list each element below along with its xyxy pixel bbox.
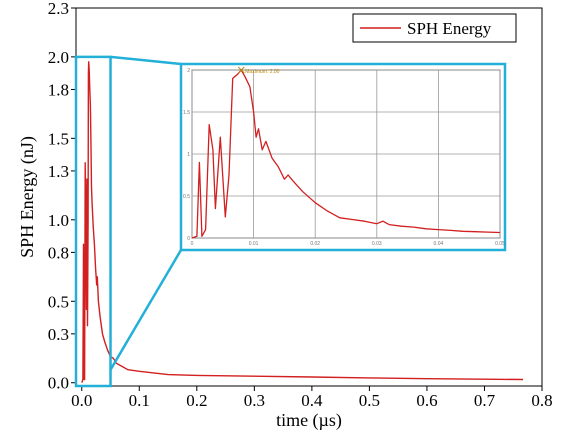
x-tick-label: 0.7	[474, 391, 496, 410]
x-tick-label: 0.4	[301, 391, 323, 410]
y-tick-label: 1.8	[48, 80, 69, 99]
zoom-connector-bottom	[109, 249, 183, 371]
inset-x-tick-label: 0.01	[249, 241, 259, 247]
x-axis-title: time (µs)	[276, 410, 342, 431]
y-tick-label: 1.3	[48, 162, 69, 181]
y-tick-label: 1.0	[48, 211, 69, 230]
zoom-connector-top	[110, 55, 182, 66]
inset-plot: 0 0.01 0.02 0.03 0.04 0.05 0 0.5 1 1.5 2 Maximum: …	[179, 62, 507, 252]
zoom-region-box	[74, 55, 112, 388]
inset-max-label: Maximum: 2.00	[245, 69, 279, 75]
y-tick-label: 1.5	[48, 129, 69, 148]
x-tick-label: 0.1	[129, 391, 150, 410]
x-tick-label: 0.2	[186, 391, 207, 410]
inset-x-tick-label: 0.05	[495, 241, 505, 247]
y-tick-label: 0.0	[48, 374, 69, 393]
inset-max-marker	[237, 66, 245, 74]
x-tick-label: 0.5	[359, 391, 380, 410]
y-tick-label: 0.8	[48, 243, 69, 262]
zoom-callout	[74, 55, 183, 388]
main-axis-ticks: 0.0 0.1 0.2 0.3 0.4 0.5 0.6 0.7 0.8 0.0 0.3 0.5 0.8 1…	[48, 0, 553, 410]
series-line-sph-energy	[81, 61, 524, 383]
inset-x-tick-label: 0.02	[310, 241, 320, 247]
x-tick-label: 0.8	[531, 391, 552, 410]
inset-y-tick-label: 2	[187, 68, 190, 74]
y-axis-title: SPH Energy (nJ)	[17, 136, 38, 258]
x-tick-label: 0.6	[416, 391, 437, 410]
x-tick-label: 0.0	[71, 391, 92, 410]
inset-grid	[191, 69, 501, 239]
inset-y-tick-label: 0.5	[183, 194, 190, 200]
x-tick-label: 0.3	[244, 391, 265, 410]
y-tick-label: 2.3	[48, 0, 69, 18]
inset-x-tick-label: 0.03	[372, 241, 382, 247]
y-tick-label: 0.5	[48, 292, 69, 311]
inset-axis-ticks: 0 0.01 0.02 0.03 0.04 0.05 0 0.5 1 1.5 2	[183, 68, 505, 247]
y-tick-label: 0.3	[48, 325, 69, 344]
inset-y-tick-label: 0	[187, 236, 190, 242]
inset-y-tick-label: 1.5	[183, 110, 190, 116]
inset-y-tick-label: 1	[187, 152, 190, 158]
legend: SPH Energy	[352, 13, 517, 43]
legend-label-sph-energy: SPH Energy	[407, 19, 492, 38]
inset-max-annotation: Maximum: 2.00	[237, 66, 280, 75]
y-tick-label: 2.0	[48, 48, 69, 67]
inset-x-tick-label: 0.04	[434, 241, 444, 247]
main-plot: 0.0 0.1 0.2 0.3 0.4 0.5 0.6 0.7 0.8 0.0 0.3 0.5 0.8 1…	[17, 0, 553, 431]
inset-series-line-sph-energy	[191, 69, 501, 239]
inset-x-tick-label: 0	[191, 241, 194, 247]
